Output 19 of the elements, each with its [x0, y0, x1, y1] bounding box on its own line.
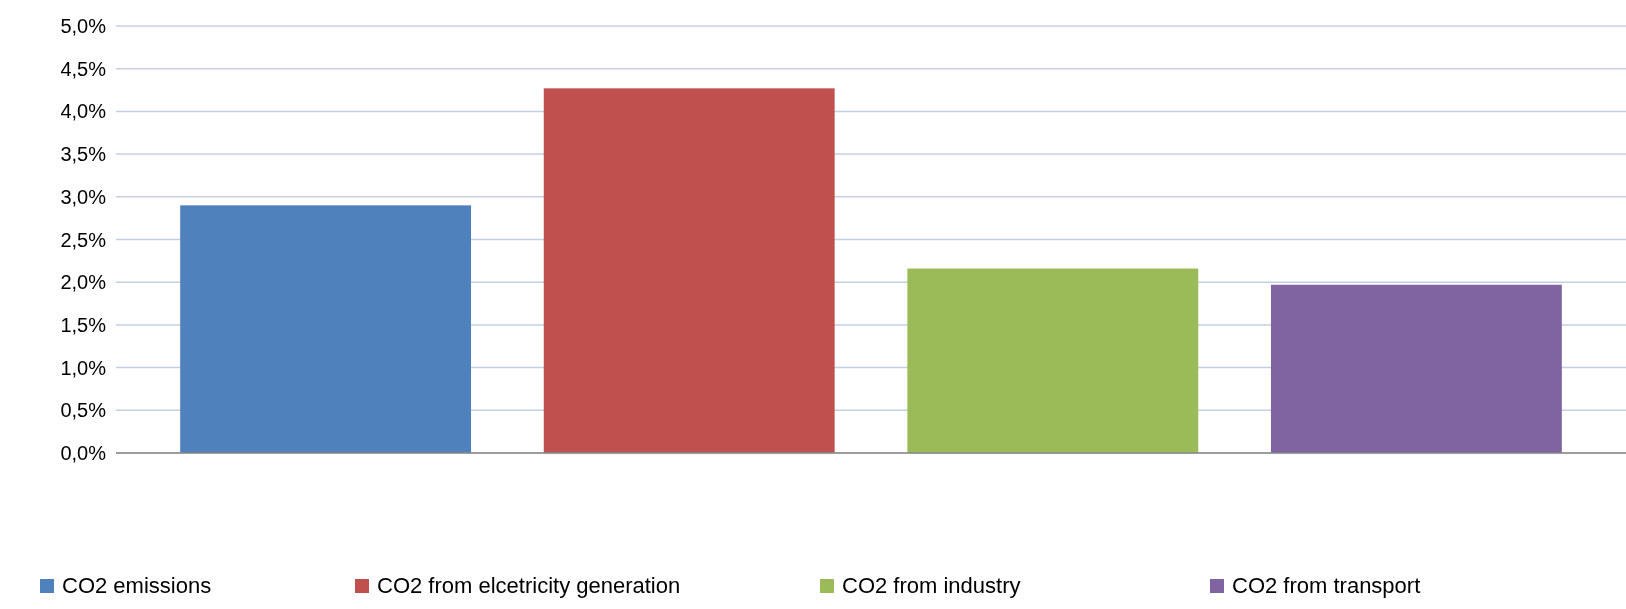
- legend-label: CO2 from industry: [842, 573, 1021, 598]
- bar: [543, 88, 835, 453]
- y-tick-label: 1,5%: [60, 313, 107, 336]
- y-tick-label: 3,5%: [60, 143, 107, 166]
- bar: [907, 268, 1199, 453]
- y-tick-label: 0,0%: [60, 442, 107, 464]
- y-tick-label: 2,0%: [60, 271, 107, 294]
- legend-label: CO2 from elcetricity generation: [377, 573, 681, 598]
- y-tick-label: 2,5%: [60, 228, 107, 251]
- legend-label: CO2 from transport: [1232, 573, 1421, 598]
- y-tick-label: 4,5%: [60, 57, 107, 80]
- bar: [1270, 284, 1562, 453]
- y-tick-label: 5,0%: [60, 15, 107, 37]
- y-tick-label: 0,5%: [60, 399, 107, 422]
- y-tick-label: 4,0%: [60, 100, 107, 123]
- bar: [180, 205, 472, 453]
- y-tick-label: 1,0%: [60, 356, 107, 379]
- legend-label: CO2 emissions: [62, 573, 212, 598]
- y-tick-label: 3,0%: [60, 185, 107, 208]
